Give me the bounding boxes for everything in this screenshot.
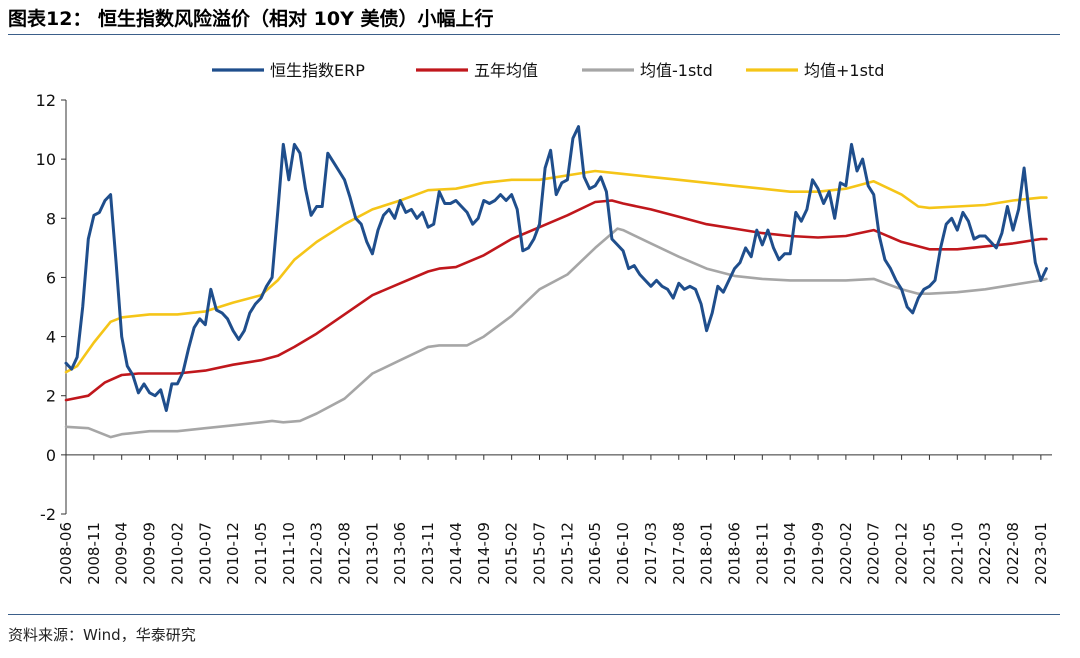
series-line-4 [64,169,1048,374]
y-tick-label: 2 [46,387,56,406]
legend-label: 均值-1std [640,61,713,80]
y-tick-label: 4 [46,328,56,347]
x-tick-label: 2010-02 [168,522,186,585]
y-tick-label: 6 [46,268,56,287]
x-tick-label: 2017-08 [670,522,688,585]
x-tick-label: 2020-07 [865,522,883,585]
series-line-1 [64,125,1048,412]
series-layer [64,125,1048,439]
legend-label: 五年均值 [474,61,538,80]
figure-title: 图表12： 恒生指数风险溢价（相对 10Y 美债）小幅上行 [8,8,494,30]
x-tick-label: 2015-12 [558,522,576,585]
x-tick-label: 2017-03 [642,522,660,585]
x-tick-label: 2020-12 [893,522,911,585]
x-tick-label: 2009-04 [113,522,131,585]
y-axis: -2 0 2 4 6 8 10 12 [36,91,67,524]
x-tick-label: 2008-11 [85,522,103,585]
x-tick-label: 2015-07 [531,522,549,585]
x-tick-label: 2013-06 [391,522,409,585]
x-tick-label: 2011-10 [280,522,298,585]
source-rule [8,614,1060,615]
x-tick-label: 2012-03 [308,522,326,585]
x-tick-label: 2014-09 [475,522,493,585]
title-rule [8,34,1060,35]
series-line-3 [64,227,1048,439]
x-tick-label: 2019-04 [781,522,799,585]
x-tick-label: 2020-02 [837,522,855,585]
x-tick-label: 2019-09 [809,522,827,585]
x-tick-label: 2008-06 [57,522,75,585]
x-tick-label: 2013-01 [363,522,381,585]
x-tick-label: 2018-01 [698,522,716,585]
x-tick-label: 2012-08 [336,522,354,585]
x-tick-label: 2021-05 [920,522,938,585]
y-tick-label: 12 [36,91,56,110]
x-tick-label: 2023-01 [1032,522,1050,585]
source-note: 资料来源：Wind，华泰研究 [8,626,196,644]
x-tick-label: 2011-05 [252,522,270,585]
legend-label: 恒生指数ERP [270,61,365,80]
x-tick-label: 2015-02 [503,522,521,585]
x-tick-label: 2010-07 [196,522,214,585]
y-tick-label: 8 [46,209,56,228]
x-tick-label: 2016-05 [586,522,604,585]
y-tick-label: -2 [40,505,56,524]
legend: 恒生指数ERP 五年均值 均值-1std 均值+1std [212,61,884,80]
x-tick-label: 2013-11 [419,522,437,585]
x-tick-label: 2022-08 [1004,522,1022,585]
x-tick-label: 2014-04 [447,522,465,585]
x-tick-label: 2009-09 [141,522,159,585]
legend-label: 均值+1std [804,61,884,80]
y-tick-label: 10 [36,150,56,169]
x-tick-label: 2021-10 [948,522,966,585]
x-tick-label: 2018-11 [753,522,771,585]
x-tick-label: 2022-03 [976,522,994,585]
x-axis: 2008-06 2008-11 2009-04 2009-09 2010-02 2010-… [57,454,1052,585]
x-tick-label: 2018-06 [725,522,743,585]
x-tick-label: 2016-10 [614,522,632,585]
x-tick-label: 2010-12 [224,522,242,585]
y-tick-label: 0 [46,446,56,465]
